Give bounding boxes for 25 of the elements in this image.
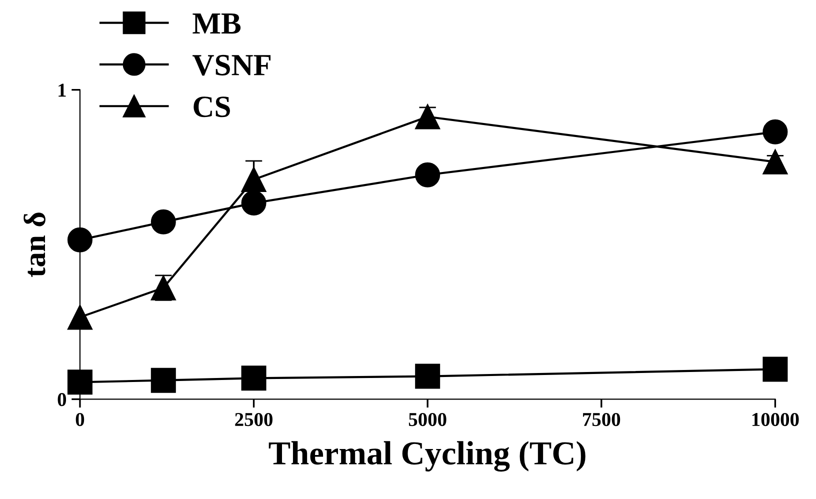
y-axis-title: tan δ (24, 212, 46, 277)
legend-label: MB (192, 14, 241, 34)
point (762, 119, 788, 144)
x-tick-label: 2500 (235, 412, 272, 426)
x-tick-label: 10000 (752, 412, 799, 426)
y-tick-label: 1 (58, 84, 66, 97)
point (241, 190, 266, 216)
x-tick-label: 5000 (408, 412, 446, 426)
point (762, 356, 788, 382)
point (415, 162, 440, 188)
point (415, 364, 440, 389)
point (150, 209, 176, 234)
point (67, 304, 92, 330)
legend-label: VSNF (192, 54, 271, 76)
point (762, 149, 788, 174)
point (241, 167, 266, 192)
x-axis-title: Thermal Cycling (TC) (268, 441, 586, 472)
x-tick-label: 7500 (583, 412, 620, 426)
point (150, 368, 176, 393)
point (67, 370, 92, 395)
x-tick-label: 0 (76, 412, 84, 426)
point (241, 366, 266, 391)
legend-label: CS (194, 96, 230, 118)
point (415, 104, 440, 130)
point (67, 227, 92, 252)
